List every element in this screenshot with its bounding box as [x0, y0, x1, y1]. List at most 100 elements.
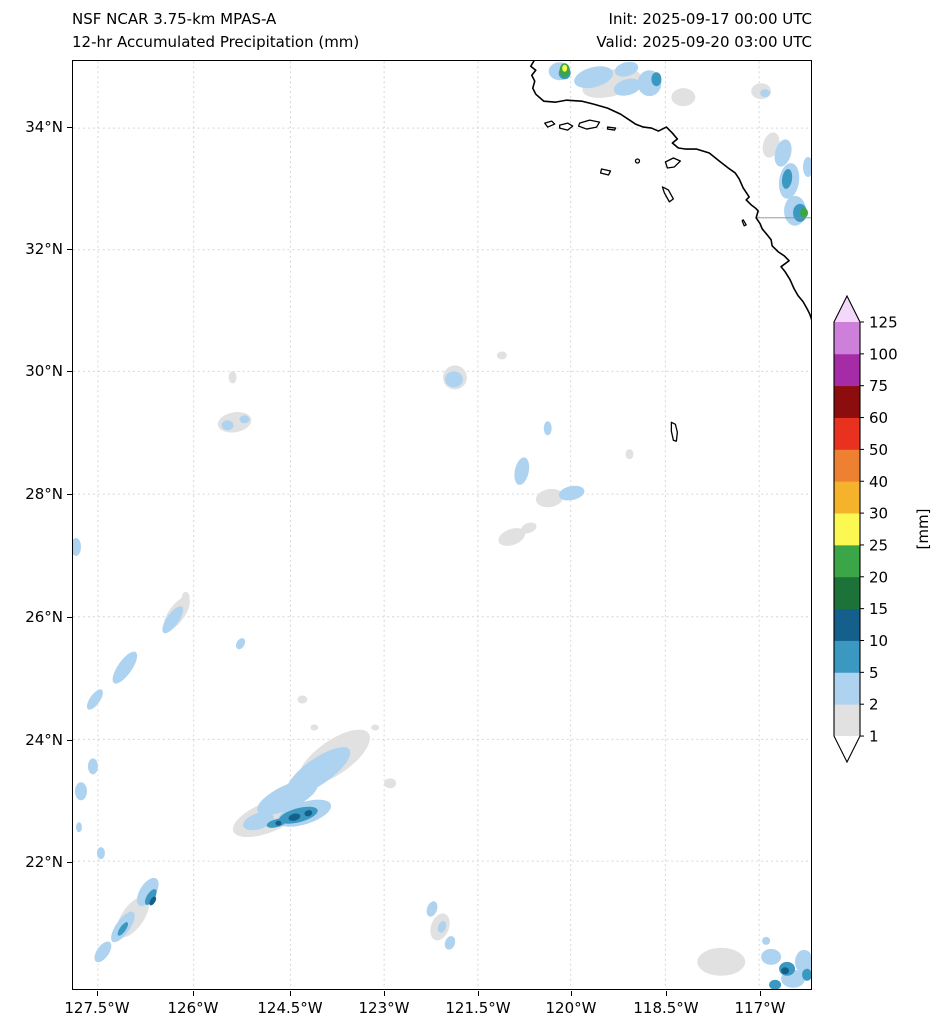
precip-patch — [94, 941, 112, 963]
precip-patch — [574, 66, 614, 89]
precip-patch — [774, 139, 792, 167]
precip-patch — [304, 810, 313, 817]
lon-tick-label: 118.5°W — [633, 999, 699, 1017]
santa-cruz-island — [577, 119, 601, 130]
precip-patch — [75, 822, 82, 833]
precip-patch — [288, 813, 301, 821]
lat-tick-mark — [67, 249, 72, 250]
precip-patch — [781, 169, 793, 189]
precip-patch — [87, 758, 98, 775]
colorbar-tick-label: 50 — [869, 441, 888, 459]
precip-patch — [444, 371, 463, 388]
precip-patch — [625, 449, 634, 460]
lat-tick-mark — [67, 371, 72, 372]
precip-patch — [297, 695, 308, 704]
colorbar-over-arrow — [834, 296, 860, 322]
precip-patch — [558, 485, 585, 501]
colorbar-tick-label: 20 — [869, 568, 888, 586]
santa-rosa-island — [559, 122, 574, 131]
san-clemente-island — [661, 186, 675, 203]
lat-tick-label: 28°N — [25, 485, 63, 503]
product-title: 12-hr Accumulated Precipitation (mm) — [72, 33, 360, 51]
colorbar-tick-label: 2 — [869, 696, 879, 714]
lon-tick-mark — [384, 991, 385, 996]
colorbar-tick-label: 25 — [869, 536, 888, 554]
lon-tick-label: 124.5°W — [257, 999, 323, 1017]
precip-patch — [239, 415, 250, 424]
lat-tick-mark — [67, 127, 72, 128]
precip-patch — [384, 778, 397, 789]
time-info: Init: 2025-09-17 00:00 UTC Valid: 2025-0… — [596, 8, 812, 54]
map-canvas — [72, 60, 812, 990]
precip-patch — [371, 724, 380, 731]
precip-patch — [181, 591, 190, 604]
colorbar-segment — [834, 417, 860, 450]
lon-tick-mark — [760, 991, 761, 996]
lat-tick-mark — [67, 617, 72, 618]
init-time: Init: 2025-09-17 00:00 UTC — [608, 10, 812, 28]
precip-patch — [444, 936, 456, 950]
precip-patch — [614, 61, 639, 77]
precip-patch — [671, 88, 696, 107]
gridlines — [73, 61, 811, 989]
lon-tick-mark — [193, 991, 194, 996]
guadalupe-island — [670, 421, 679, 442]
lat-tick-label: 24°N — [25, 731, 63, 749]
precip-patch — [760, 89, 771, 98]
colorbar-segment — [834, 385, 860, 418]
precip-patch — [112, 651, 138, 684]
lat-tick-mark — [67, 862, 72, 863]
colorbar-segment — [834, 576, 860, 610]
precip-patch — [697, 947, 746, 976]
colorbar-segment — [834, 608, 860, 641]
precip-patch — [136, 877, 159, 907]
precip-patch — [761, 948, 782, 965]
precip-patch — [243, 812, 274, 831]
lat-tick-label: 26°N — [25, 608, 63, 626]
lon-tick-label: 123°W — [358, 999, 410, 1017]
geography-layer — [529, 61, 811, 442]
precip-patch — [496, 351, 507, 360]
lat-tick-label: 22°N — [25, 853, 63, 871]
precip-patch — [514, 457, 530, 485]
precip-patch — [795, 949, 811, 974]
precip-patch — [228, 371, 237, 384]
coastline — [529, 61, 811, 321]
model-title: NSF NCAR 3.75-km MPAS-A — [72, 10, 277, 28]
precip-patch — [310, 724, 319, 731]
colorbar-segment — [834, 640, 860, 673]
precip-patch — [426, 901, 438, 917]
precipitation-layer — [73, 61, 811, 989]
colorbar-tick-label: 125 — [869, 314, 898, 332]
precip-patch — [535, 488, 564, 508]
colorbar-segment — [834, 513, 860, 546]
lat-tick-label: 34°N — [25, 118, 63, 136]
colorbar-tick-label: 60 — [869, 409, 888, 427]
precip-patch — [73, 537, 81, 556]
colorbar-segment — [834, 449, 860, 482]
colorbar-tick-label: 40 — [869, 473, 888, 491]
precip-patch — [117, 922, 129, 936]
lon-tick-label: 126°W — [167, 999, 219, 1017]
valid-time: Valid: 2025-09-20 03:00 UTC — [596, 33, 812, 51]
map-plot — [73, 61, 811, 989]
lat-tick-label: 30°N — [25, 362, 63, 380]
precip-patch — [651, 72, 662, 87]
santa-barbara-island — [634, 158, 641, 164]
precip-patch — [275, 820, 282, 826]
colorbar-segment — [834, 322, 860, 355]
precip-patch — [221, 420, 234, 431]
precip-patch — [86, 689, 103, 710]
san-nicolas-island — [599, 168, 612, 176]
colorbar-under-arrow — [834, 736, 860, 763]
lat-tick-mark — [67, 494, 72, 495]
lon-tick-mark — [97, 991, 98, 996]
precip-patch — [235, 638, 246, 650]
lon-tick-mark — [290, 991, 291, 996]
precip-patch — [800, 207, 809, 218]
precip-patch — [769, 979, 782, 989]
anacapa-island — [606, 126, 617, 131]
precip-patch — [613, 78, 642, 96]
colorbar-tick-label: 100 — [869, 345, 898, 363]
